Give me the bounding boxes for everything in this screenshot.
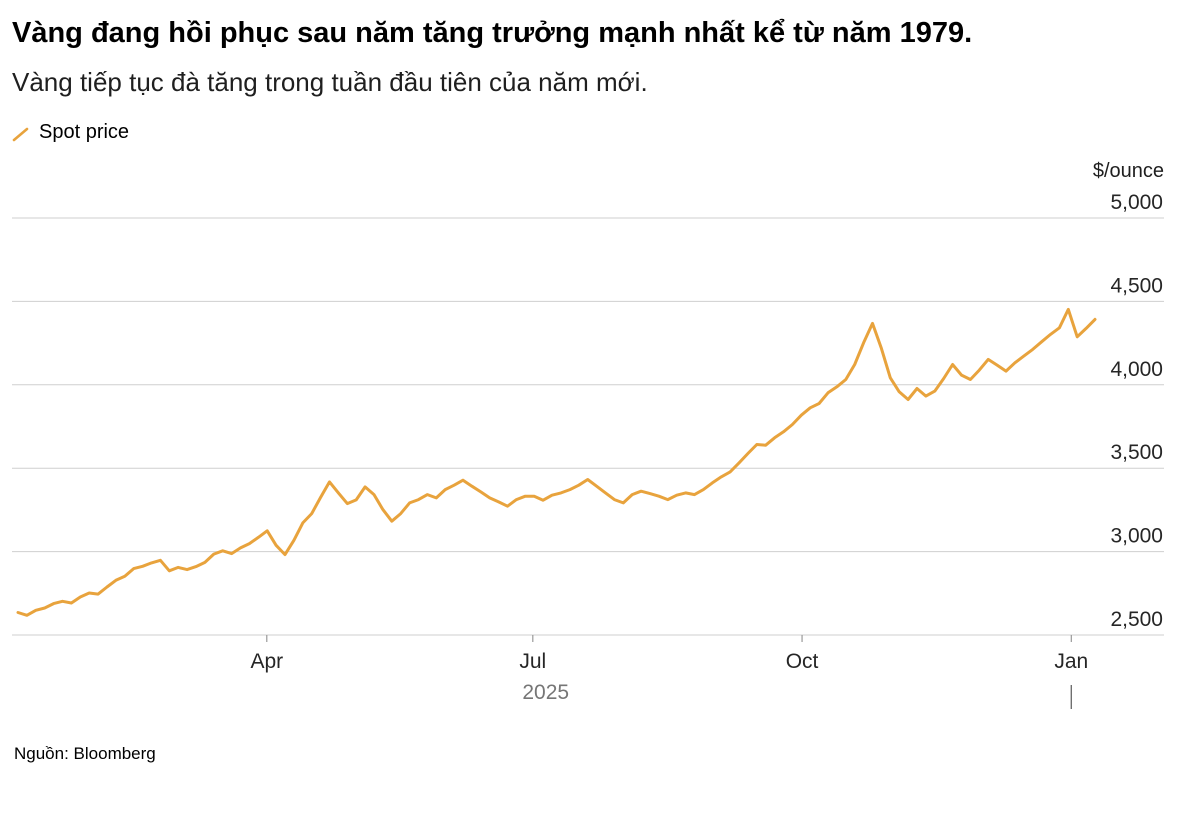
y-axis-tick-label: 2,500: [1110, 608, 1163, 631]
legend-label: Spot price: [39, 120, 130, 143]
x-axis-tick-label: Jan: [1054, 650, 1088, 673]
line-chart: 2,500 3,000 3,500 4,000 4,500 5,000 Apr Jul Oct J…: [12, 185, 1164, 726]
x-axis-tick-label: Oct: [786, 650, 819, 673]
y-axis-tick-label: 4,500: [1110, 274, 1163, 297]
legend: Spot price: [12, 121, 1164, 144]
y-axis-tick-label: 3,000: [1110, 524, 1163, 547]
x-axis-tick-label: Apr: [250, 650, 283, 673]
y-axis-tick-label: 4,000: [1110, 358, 1163, 381]
y-axis-tick-label: 3,500: [1110, 441, 1163, 464]
y-axis-unit-label: $/ounce: [1092, 159, 1164, 182]
spot-price-line-icon: [12, 125, 30, 142]
chart-subtitle: Vàng tiếp tục đà tăng trong tuần đầu tiê…: [12, 67, 648, 98]
chart-canvas: 2,500 3,000 3,500 4,000 4,500 5,000 Apr Jul Oct J…: [12, 191, 1164, 709]
y-axis-tick-label: 5,000: [1110, 191, 1163, 214]
x-axis-tick-label: Jul: [519, 650, 546, 673]
source-note: Nguồn: Bloomberg: [14, 743, 156, 763]
chart-page: Vàng đang hồi phục sau năm tăng trưởng m…: [12, 17, 1164, 763]
year-label: 2025: [522, 681, 569, 704]
spot-price-line: [16, 307, 1097, 617]
chart-title: Vàng đang hồi phục sau năm tăng trưởng m…: [12, 17, 973, 49]
